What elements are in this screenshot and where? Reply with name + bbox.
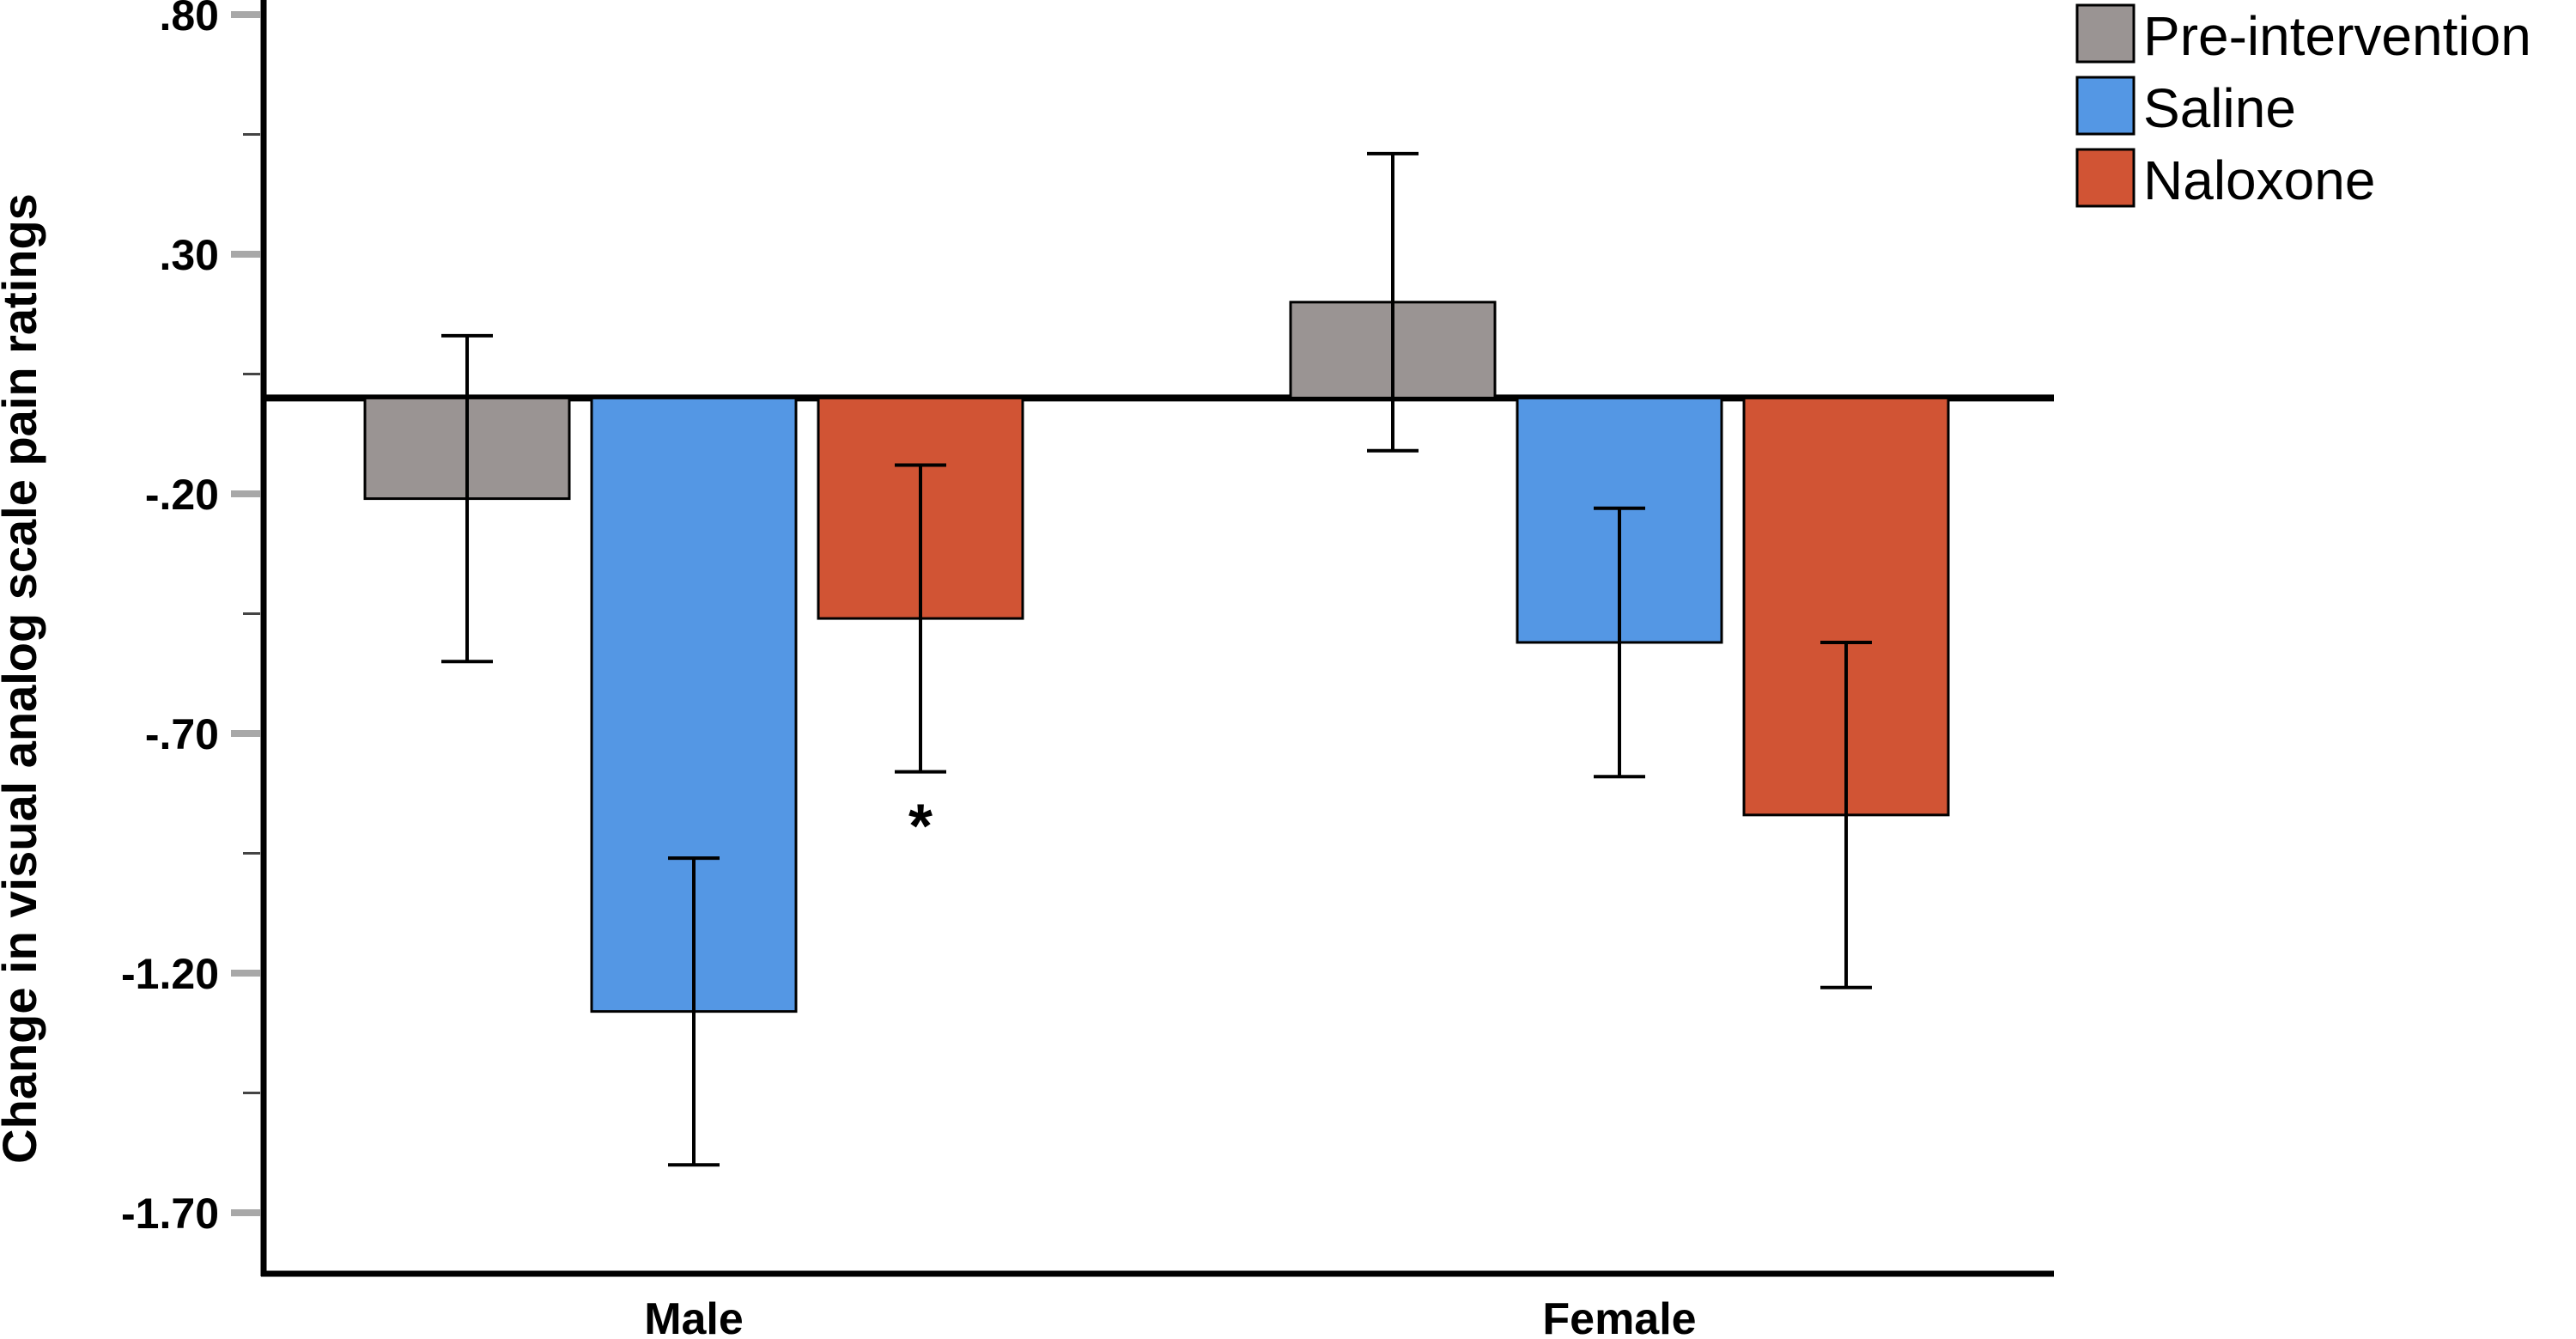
- legend-label: Pre-intervention: [2143, 5, 2531, 67]
- legend-swatch: [2075, 3, 2136, 64]
- bars: [363, 301, 1950, 1013]
- y-tick-label: .30: [159, 231, 219, 279]
- legend-label: Saline: [2143, 77, 2296, 139]
- legend: Pre-intervention Saline Naloxone: [2075, 3, 2531, 211]
- y-axis-label: Change in visual analog scale pain ratin…: [0, 193, 46, 1164]
- significance-marker: *: [908, 793, 933, 861]
- y-tick-label: -1.70: [121, 1190, 219, 1238]
- y-tick-label: -.70: [145, 710, 219, 758]
- y-tick-label: -1.20: [121, 950, 219, 998]
- x-tick-label: Female: [1542, 1294, 1696, 1339]
- error-bars: *: [441, 151, 1872, 1167]
- legend-swatch: [2075, 76, 2136, 136]
- y-tick-label: .80: [159, 0, 219, 40]
- legend-swatch: [2075, 148, 2136, 208]
- y-tick-label: -.20: [145, 471, 219, 519]
- x-tick-label: Male: [644, 1294, 744, 1339]
- legend-label: Naloxone: [2143, 149, 2375, 211]
